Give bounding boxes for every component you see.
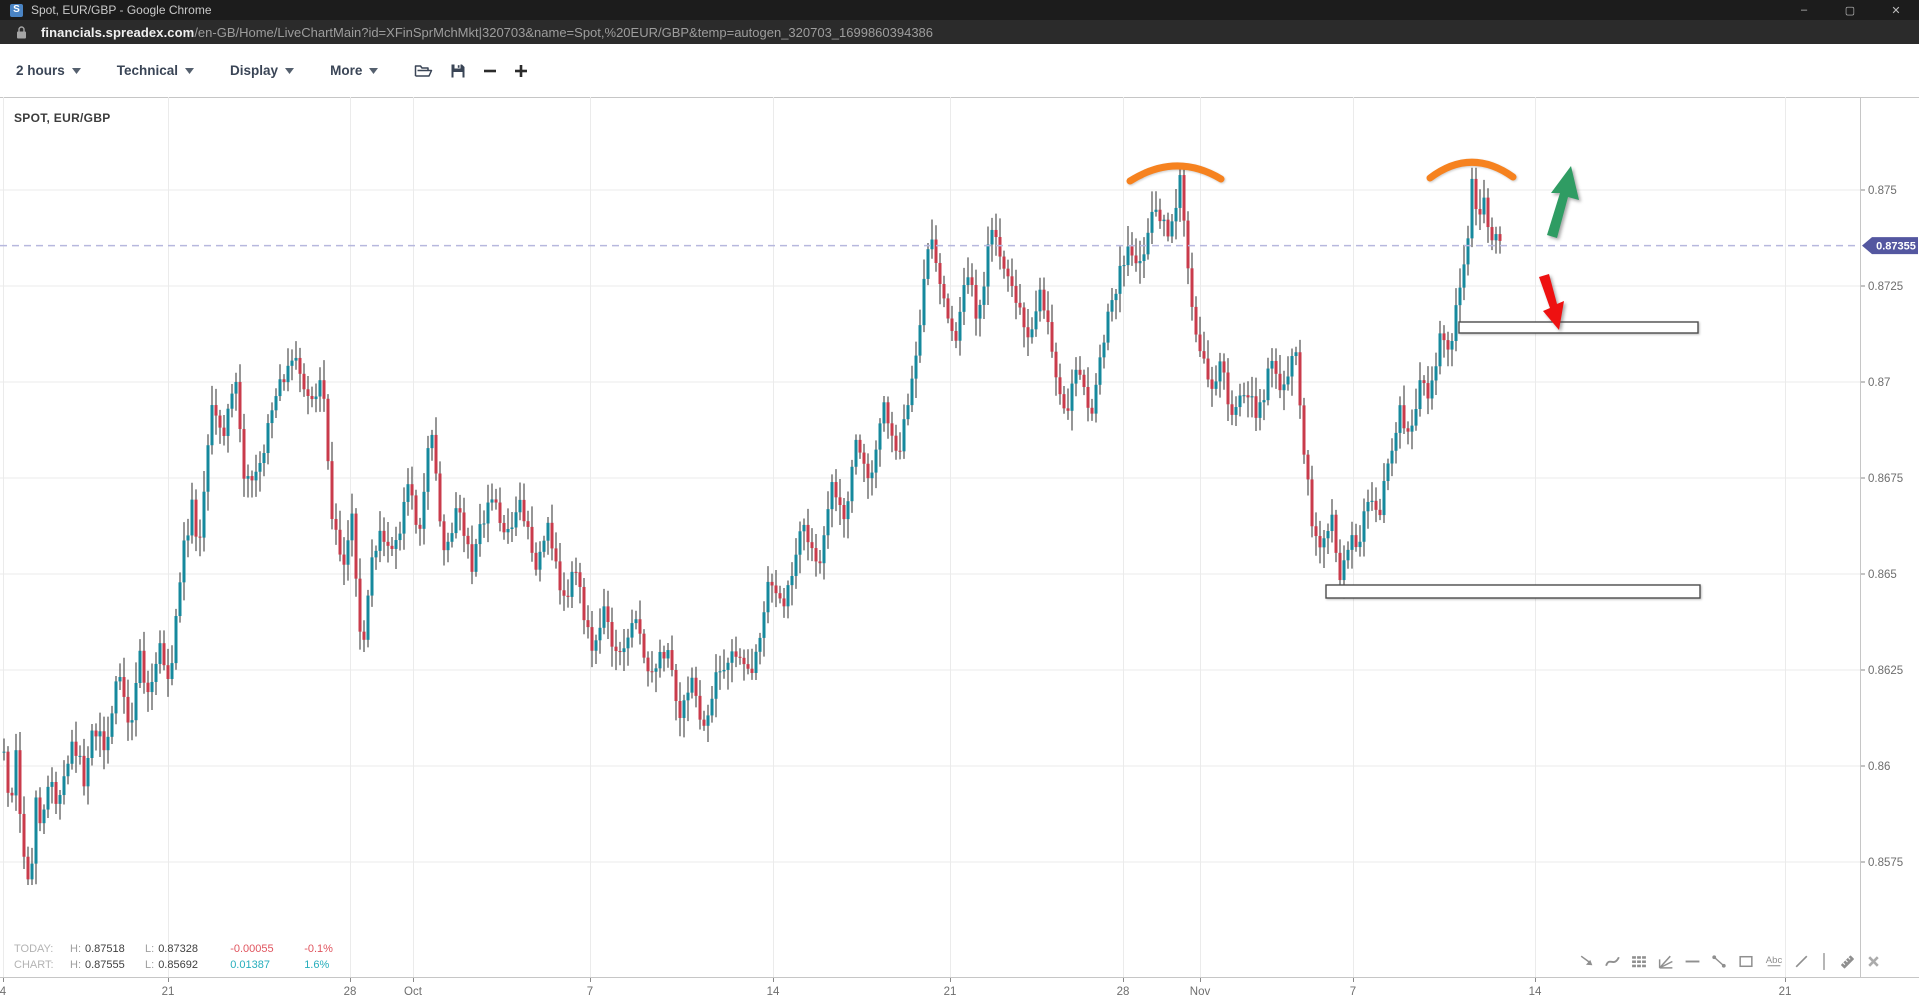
x-axis-label: 28 (1117, 986, 1130, 998)
diagonal-line-tool[interactable] (1793, 953, 1810, 970)
more-dropdown[interactable]: More (330, 63, 379, 78)
horizontal-line-tool[interactable] (1684, 953, 1701, 970)
window-controls: – ▢ ✕ (1781, 0, 1919, 20)
x-axis-label: 21 (162, 986, 175, 998)
timeframe-label: 2 hours (16, 63, 65, 78)
chart-label: CHART: (14, 959, 54, 971)
save-icon (451, 64, 465, 77)
current-price-value: 0.87355 (1876, 240, 1916, 252)
x-axis-label: Nov (1190, 986, 1211, 998)
y-axis-label: 0.8725 (1868, 281, 1903, 293)
price-stats: TODAY: H: 0.87518 L: 0.87328 -0.00055 -0… (14, 941, 333, 973)
today-stats-row: TODAY: H: 0.87518 L: 0.87328 -0.00055 -0… (14, 943, 333, 955)
window-titlebar: S Spot, EUR/GBP - Google Chrome – ▢ ✕ (0, 0, 1919, 20)
y-axis-label: 0.86 (1868, 761, 1890, 773)
minus-icon (484, 69, 497, 72)
zoom-out-button[interactable] (483, 64, 497, 78)
display-dropdown[interactable]: Display (230, 63, 295, 78)
curve-line-tool[interactable] (1604, 953, 1621, 970)
x-axis-label: 14 (767, 986, 780, 998)
fib-retracement-tool[interactable] (1630, 953, 1648, 970)
technical-label: Technical (116, 63, 179, 78)
upper-zone-box[interactable] (1458, 321, 1699, 334)
technical-dropdown[interactable]: Technical (116, 63, 195, 78)
resistance-arc-1[interactable] (1126, 162, 1225, 185)
y-axis-label: 0.8675 (1868, 473, 1903, 485)
rectangle-tool[interactable] (1737, 953, 1755, 970)
chart-toolbar: 2 hours Technical Display More (0, 44, 1919, 97)
clear-drawings-button[interactable] (1866, 954, 1881, 969)
zoom-in-button[interactable] (514, 64, 528, 78)
x-axis-label: 28 (344, 986, 357, 998)
x-axis-label: 21 (944, 986, 957, 998)
y-axis-label: 0.875 (1868, 185, 1897, 197)
x-axis-label: 7 (1350, 986, 1356, 998)
svg-text:Abc: Abc (1766, 955, 1783, 966)
url-path: /en-GB/Home/LiveChartMain?id=XFinSprMchM… (194, 24, 934, 40)
x-axis-label: 7 (587, 986, 593, 998)
resistance-arc-2[interactable] (1426, 158, 1517, 182)
x-axis-label: 14 (1529, 986, 1542, 998)
instrument-title: SPOT, EUR/GBP (14, 111, 111, 125)
text-tool[interactable]: Abc (1764, 953, 1784, 970)
y-axis-label: 0.8625 (1868, 665, 1903, 677)
window-title: Spot, EUR/GBP - Google Chrome (31, 3, 212, 17)
timeframe-dropdown[interactable]: 2 hours (16, 63, 81, 78)
gridlines: 0.875 0.8725 0.87 0.8675 0.865 0.8625 0.86 0.85… (0, 97, 1903, 998)
pointer-arrow-tool[interactable] (1578, 953, 1595, 970)
trend-line-tool[interactable] (1710, 953, 1728, 970)
chart-change-pct: 1.6% (304, 959, 330, 971)
green-up-arrow[interactable] (1547, 166, 1579, 238)
open-folder-icon (415, 64, 433, 77)
close-button[interactable]: ✕ (1891, 4, 1901, 17)
minimize-button[interactable]: – (1800, 4, 1808, 16)
y-axis-label: 0.8575 (1868, 857, 1903, 869)
chevron-down-icon (71, 67, 81, 74)
display-label: Display (230, 63, 279, 78)
chevron-down-icon (185, 67, 195, 74)
spreadex-favicon-icon: S (10, 3, 23, 17)
chevron-down-icon (285, 67, 295, 74)
save-chart-button[interactable] (450, 63, 466, 79)
today-change: -0.00055 (230, 943, 274, 955)
vertical-line-tool[interactable] (1819, 952, 1829, 971)
candlesticks (2, 167, 1502, 886)
ruler-tool[interactable] (1838, 953, 1857, 971)
y-axis-label: 0.87 (1868, 377, 1890, 389)
current-price-badge (1862, 237, 1918, 255)
today-low: 0.87328 (158, 943, 198, 955)
today-change-pct: -0.1% (304, 943, 333, 955)
y-axis-label: 0.865 (1868, 569, 1897, 581)
drawing-toolbar: Abc (1578, 952, 1881, 971)
chart-low: 0.85692 (158, 959, 198, 971)
chart-high: 0.87555 (85, 959, 125, 971)
plus-icon (515, 64, 528, 77)
url-domain: financials.spreadex.com (41, 24, 195, 40)
address-bar[interactable]: financials.spreadex.com/en-GB/Home/LiveC… (0, 20, 1919, 44)
today-high: 0.87518 (85, 943, 125, 955)
today-label: TODAY: (14, 943, 54, 955)
more-label: More (330, 63, 363, 78)
lower-zone-box[interactable] (1325, 584, 1701, 599)
x-axis-label: 21 (1779, 986, 1792, 998)
red-down-arrow[interactable] (1539, 274, 1564, 330)
chart-stats-row: CHART: H: 0.87555 L: 0.85692 0.01387 1.6… (14, 959, 330, 971)
chart-change: 0.01387 (230, 959, 270, 971)
fan-lines-tool[interactable] (1657, 953, 1675, 970)
lock-icon[interactable] (16, 25, 27, 39)
open-chart-button[interactable] (414, 63, 433, 79)
x-axis-label: Oct (404, 986, 423, 998)
chevron-down-icon (369, 67, 379, 74)
maximize-button[interactable]: ▢ (1844, 4, 1856, 17)
x-axis-label: 4 (0, 986, 7, 998)
